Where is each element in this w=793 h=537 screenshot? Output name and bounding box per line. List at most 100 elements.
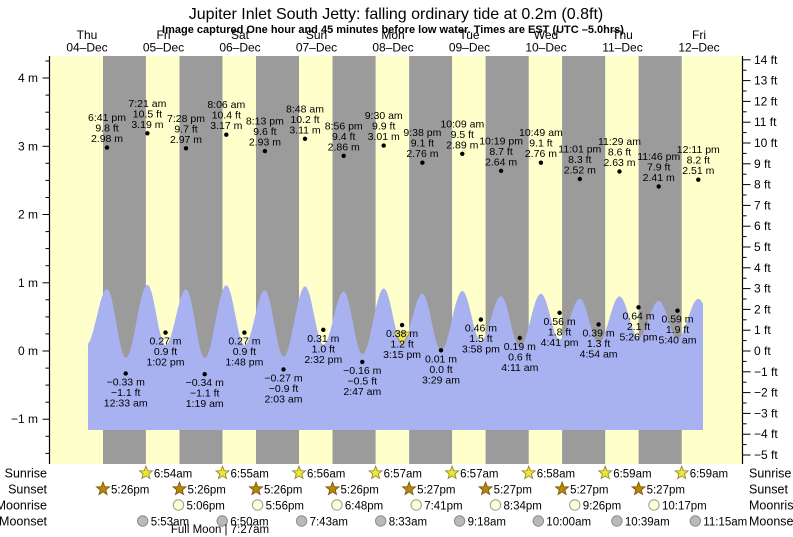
sunset-time: 5:27pm [494,485,532,497]
tide-event-dot [281,367,286,372]
astro-row-label-sunset-left: Sunset [8,483,47,497]
moonset-time: 5:53am [151,517,189,529]
tide-event-m: −0.34 m [186,377,224,389]
day-label-date: 05–Dec [143,41,184,55]
moonset-time: 11:15am [703,517,747,529]
axis-tick-label-ft: 2 ft [754,302,771,316]
tide-area-curve [88,284,703,430]
tide-event-dot [557,310,562,315]
tide-event-m: 2.41 m [643,172,675,184]
tide-event-time: 12:33 am [104,398,148,410]
tide-event-dot [242,330,247,335]
axis-tick-label-ft: 3 ft [754,282,771,296]
moonset-icon [216,515,228,527]
tide-event-ft: 9.8 ft [95,123,118,135]
tide-event-time: 8:13 pm [246,116,284,128]
sunrise-time: 6:59am [690,469,728,481]
astro-row-label-moonset-right: Moonset [749,515,793,529]
sunrise-icon [291,464,307,480]
sunrise-icon [444,464,460,480]
tide-event-m: 0.31 m [307,333,339,345]
tide-event-ft: −0.9 ft [269,383,299,395]
sunrise-time: 6:54am [154,469,192,481]
moonset-icon [137,515,149,527]
tide-event-dot [617,169,622,174]
tide-event-dot [517,335,522,341]
tide-event-ft: 9.1 ft [411,138,434,150]
tide-event-m: 0.64 m [622,310,654,322]
tide-event-m: 2.89 m [446,139,478,151]
day-label-date: 09–Dec [449,41,490,55]
tide-event-dot [438,348,444,353]
day-label-date: 08–Dec [372,41,413,55]
sunrise-icon [597,464,613,480]
day-label-weekday: Thu [612,28,633,42]
tide-event-ft: 9.7 ft [174,123,197,135]
tide-event-dot [302,136,308,141]
tide-event-m: 0.27 m [149,336,181,348]
axes-layer: 4 m 3 m 2 m 1 m 0 m −1 m 14 ft 13 ft 12 ft 11 ft 1… [11,53,778,464]
moonrise-icon [648,499,660,511]
tide-event-dot [478,317,484,322]
day-label-date: 07–Dec [296,41,337,55]
axis-tick-label-m: 4 m [18,71,38,85]
tide-event-dot [341,153,346,158]
tide-event-time: 11:01 pm [558,144,601,156]
sunrise-time: 6:55am [231,469,269,481]
tide-event-m: 2.51 m [682,165,714,177]
tide-event-ft: 9.6 ft [253,126,276,138]
moonset-icon [532,515,544,527]
tide-event-m: 3.17 m [210,120,242,132]
day-label-weekday: Wed [534,28,558,42]
moonset-icon [453,515,466,527]
day-label-weekday: Fri [157,28,171,42]
tide-event-dot [696,177,701,182]
axis-tick-label-ft: −1 ft [754,365,778,379]
sunrise-icon [520,464,537,480]
axis-tick-label-ft: −4 ft [754,427,778,441]
tide-event-time: 2:03 am [265,393,303,405]
tide-event-ft: 10.2 ft [290,114,319,126]
moonrise-time: 5:56pm [266,501,304,513]
axis-tick-label-ft: 14 ft [754,53,778,67]
tide-event-m: 2.98 m [91,133,123,145]
axis-tick-label-m: 2 m [18,208,38,222]
axis-tick-label-ft: 8 ft [754,178,771,192]
tide-event-dot [538,160,544,165]
sunrise-time: 6:57am [460,469,498,481]
axis-tick-label-ft: 10 ft [754,136,778,150]
tide-event-time: 2:32 pm [304,354,342,366]
day-labels-layer: Thu04–DecFri05–DecSat06–DecSun07–DecMon0… [66,28,719,55]
tide-event-time: 8:48 am [286,103,324,115]
tide-event-dot [675,308,680,313]
moonset-time: 6:50am [230,517,268,529]
sunset-icon [248,480,264,496]
tide-event-time: 1:19 am [186,398,224,410]
moonrise-time: 8:34pm [504,501,542,513]
axis-tick-label-ft: 13 ft [754,74,778,88]
astro-row-label-sunrise-right: Sunrise [749,467,791,481]
tide-event-ft: 1.8 ft [548,326,571,338]
tide-event-time: 7:28 pm [167,113,205,125]
moonrise-time: 10:17pm [662,501,707,513]
moonset-time: 8:33am [389,517,427,529]
tide-event-ft: 0.9 ft [154,346,177,358]
tide-event-m: 2.63 m [603,157,635,169]
tide-event-dot [420,160,425,165]
axis-tick-label-m: 0 m [18,344,38,358]
moonset-icon [295,515,308,527]
moonrise-icon [569,499,581,511]
tide-event-dot [498,168,504,173]
tide-event-ft: 0.9 ft [233,346,256,358]
tide-event-time: 11:29 am [598,136,641,148]
tide-event-dot [399,322,405,328]
sunset-icon [630,480,647,496]
tide-event-m: −0.33 m [107,377,145,389]
tide-event-m: −0.27 m [264,372,302,384]
moonset-time: 10:39am [625,517,670,529]
axis-tick-label-ft: −5 ft [754,448,778,462]
sunset-time: 5:26pm [341,485,379,497]
tide-event-ft: 9.4 ft [332,131,355,143]
tide-event-time: 3:29 am [422,374,460,386]
